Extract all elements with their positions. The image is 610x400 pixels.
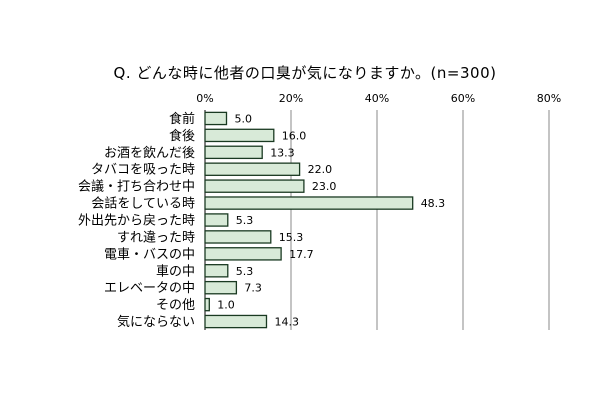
category-label: 食後 bbox=[169, 128, 195, 144]
x-tick-label: 0% bbox=[196, 92, 213, 105]
bar bbox=[204, 247, 282, 261]
category-label: タバコを吸った時 bbox=[91, 163, 195, 178]
category-label: その他 bbox=[156, 298, 195, 313]
x-tick-label: 80% bbox=[537, 92, 561, 105]
category-label: 会話をしている時 bbox=[91, 196, 195, 212]
x-tick-label: 20% bbox=[279, 92, 303, 105]
category-label: 会議・打ち合わせ中 bbox=[78, 180, 195, 195]
bar bbox=[204, 314, 268, 329]
bar bbox=[204, 128, 275, 143]
bar bbox=[204, 264, 229, 278]
bar bbox=[204, 297, 210, 312]
category-label: エレベータの中 bbox=[104, 281, 195, 296]
bar bbox=[204, 196, 414, 210]
data-label: 23.0 bbox=[312, 180, 337, 193]
x-tick-label: 60% bbox=[451, 92, 475, 105]
category-label: 気にならない bbox=[117, 314, 195, 330]
data-label: 1.0 bbox=[217, 299, 235, 312]
category-label: 電車・バスの中 bbox=[104, 247, 195, 262]
category-label: 車の中 bbox=[156, 264, 195, 279]
category-label: 食前 bbox=[169, 111, 195, 127]
data-label: 16.0 bbox=[282, 129, 307, 142]
x-tick-label: 40% bbox=[365, 92, 389, 105]
bar bbox=[204, 179, 305, 193]
data-label: 5.0 bbox=[235, 112, 253, 125]
data-label: 5.3 bbox=[236, 214, 254, 227]
bar bbox=[204, 213, 229, 227]
data-label: 15.3 bbox=[279, 231, 304, 244]
data-label: 48.3 bbox=[421, 197, 446, 210]
category-label: 外出先から戻った時 bbox=[78, 214, 195, 229]
bar bbox=[204, 162, 301, 176]
data-label: 22.0 bbox=[308, 163, 333, 176]
chart-title: Q. どんな時に他者の口臭が気になりますか。(n=300) bbox=[113, 64, 497, 82]
bar bbox=[204, 280, 238, 295]
data-label: 17.7 bbox=[289, 248, 314, 261]
bar bbox=[204, 111, 228, 126]
data-label: 14.3 bbox=[274, 316, 299, 329]
category-label: すれ違った時 bbox=[117, 230, 195, 245]
data-label: 13.3 bbox=[270, 146, 295, 159]
category-label: お酒を飲んだ後 bbox=[104, 145, 195, 161]
bar bbox=[204, 145, 263, 160]
bar bbox=[204, 230, 272, 244]
data-label: 5.3 bbox=[236, 265, 254, 278]
data-label: 7.3 bbox=[244, 282, 262, 295]
